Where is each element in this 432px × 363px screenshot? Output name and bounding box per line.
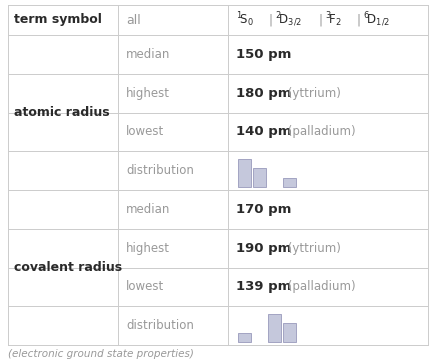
Text: (yttrium): (yttrium): [284, 242, 341, 254]
Text: atomic radius: atomic radius: [14, 106, 110, 119]
Text: all: all: [126, 13, 141, 26]
Text: (palladium): (palladium): [284, 125, 356, 138]
Text: covalent radius: covalent radius: [14, 261, 122, 274]
Text: (electronic ground state properties): (electronic ground state properties): [8, 349, 194, 359]
Text: 170 pm: 170 pm: [236, 203, 291, 216]
Text: lowest: lowest: [126, 280, 164, 293]
Text: (yttrium): (yttrium): [284, 87, 341, 99]
Text: 190 pm: 190 pm: [236, 242, 291, 254]
Bar: [268, 314, 281, 342]
Text: term symbol: term symbol: [14, 13, 102, 26]
Text: 150 pm: 150 pm: [236, 48, 291, 61]
Text: median: median: [126, 48, 170, 61]
Text: distribution: distribution: [126, 319, 194, 332]
Text: distribution: distribution: [126, 164, 194, 177]
Bar: [283, 323, 296, 342]
Text: median: median: [126, 203, 170, 216]
Text: highest: highest: [126, 242, 170, 254]
Text: 139 pm: 139 pm: [236, 280, 291, 293]
Text: 180 pm: 180 pm: [236, 87, 292, 99]
Text: $^1\!\mathrm{S}_0$: $^1\!\mathrm{S}_0$: [236, 11, 254, 29]
Text: $^6\!\mathrm{D}_{1/2}$: $^6\!\mathrm{D}_{1/2}$: [363, 11, 390, 29]
Bar: [253, 168, 266, 187]
Text: |: |: [318, 13, 322, 26]
Bar: [283, 178, 296, 187]
Text: |: |: [356, 13, 360, 26]
Bar: [238, 159, 251, 187]
Bar: [238, 333, 251, 342]
Text: $^2\!\mathrm{D}_{3/2}$: $^2\!\mathrm{D}_{3/2}$: [275, 11, 302, 29]
Text: highest: highest: [126, 87, 170, 99]
Text: 140 pm: 140 pm: [236, 125, 292, 138]
Text: lowest: lowest: [126, 125, 164, 138]
Text: |: |: [268, 13, 272, 26]
Text: (palladium): (palladium): [284, 280, 356, 293]
Text: $^3\!\mathrm{F}_2$: $^3\!\mathrm{F}_2$: [325, 11, 342, 29]
